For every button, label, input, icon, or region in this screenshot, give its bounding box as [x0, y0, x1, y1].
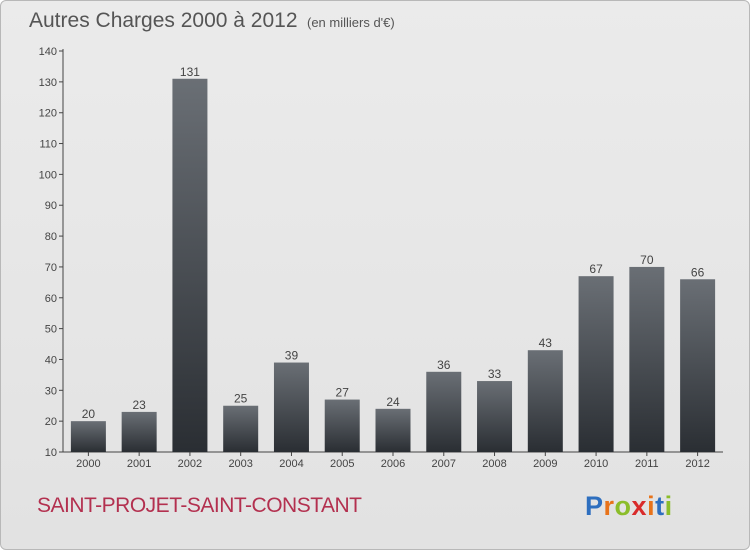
y-tick-label: 70: [45, 262, 57, 274]
x-tick-label-2012: 2012: [685, 458, 709, 470]
data-label-2005: 27: [336, 386, 350, 400]
bar-2001: [121, 411, 157, 452]
bar-2008: [477, 381, 513, 452]
data-label-2006: 24: [386, 395, 400, 409]
data-label-2010: 67: [589, 262, 603, 276]
bar-2005: [324, 399, 360, 452]
y-tick-label: 10: [45, 447, 57, 459]
bar-2002: [172, 78, 208, 452]
x-tick-label-2010: 2010: [584, 458, 608, 470]
y-tick-label: 80: [45, 231, 57, 243]
y-tick-label: 140: [39, 46, 57, 58]
logo-letter: t: [655, 491, 665, 521]
x-tick-label-2004: 2004: [279, 458, 303, 470]
data-label-2007: 36: [437, 358, 451, 372]
y-tick-label: 110: [39, 139, 57, 151]
bar-2010: [578, 276, 614, 452]
y-tick-label: 130: [39, 77, 57, 89]
data-label-2001: 23: [132, 398, 146, 412]
x-tick-label-2002: 2002: [178, 458, 202, 470]
x-tick-label-2003: 2003: [228, 458, 252, 470]
bar-2003: [223, 405, 259, 452]
data-label-2004: 39: [285, 349, 299, 363]
proxiti-logo: Proxiti: [585, 491, 673, 522]
logo-letter: r: [603, 491, 615, 521]
x-tick-label-2006: 2006: [381, 458, 405, 470]
bar-2006: [375, 408, 411, 452]
y-tick-label: 30: [45, 385, 57, 397]
bar-2000: [70, 421, 106, 452]
data-label-2000: 20: [82, 407, 96, 421]
bar-2007: [426, 371, 462, 452]
data-label-2008: 33: [488, 367, 502, 381]
y-tick-label: 120: [39, 108, 57, 120]
y-tick-label: 20: [45, 416, 57, 428]
y-tick-label: 40: [45, 354, 57, 366]
x-tick-label-2000: 2000: [76, 458, 100, 470]
x-tick-label-2001: 2001: [127, 458, 151, 470]
y-tick-label: 50: [45, 324, 57, 336]
data-label-2009: 43: [539, 336, 553, 350]
bar-2004: [273, 362, 309, 452]
logo-letter: P: [585, 491, 604, 521]
data-label-2003: 25: [234, 392, 248, 406]
chart-title: Autres Charges 2000 à 2012: [29, 9, 298, 32]
data-label-2012: 66: [691, 265, 705, 279]
y-tick-label: 90: [45, 200, 57, 212]
x-tick-label-2005: 2005: [330, 458, 354, 470]
logo-letter: i: [647, 491, 656, 521]
x-tick-label-2008: 2008: [482, 458, 506, 470]
data-label-2011: 70: [640, 253, 654, 267]
y-tick-label: 100: [39, 169, 57, 181]
x-tick-label-2011: 2011: [635, 458, 659, 470]
logo-letter: x: [631, 491, 648, 521]
bar-2009: [527, 350, 563, 452]
bar-2011: [629, 266, 665, 452]
logo-letter: o: [614, 491, 632, 521]
x-tick-label-2007: 2007: [432, 458, 456, 470]
bar-2012: [680, 279, 716, 452]
x-tick-label-2009: 2009: [533, 458, 557, 470]
data-label-2002: 131: [180, 65, 200, 79]
logo-letter: i: [664, 491, 673, 521]
y-tick-label: 60: [45, 293, 57, 305]
chart-subtitle: (en milliers d'€): [307, 15, 395, 30]
commune-name: SAINT-PROJET-SAINT-CONSTANT: [37, 494, 362, 517]
